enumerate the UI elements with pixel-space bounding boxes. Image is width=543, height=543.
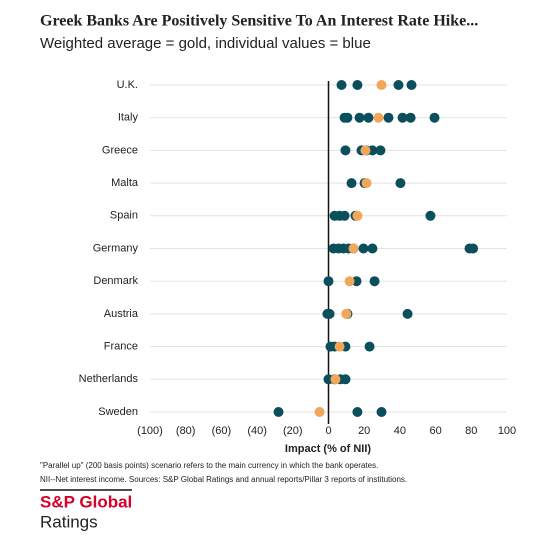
x-tick-label: 80 (465, 425, 477, 437)
x-tick-label: 0 (325, 425, 331, 437)
weighted-average-dot (348, 243, 359, 254)
individual-dot (323, 276, 334, 287)
individual-dot (367, 243, 378, 254)
category-label: Italy (118, 112, 139, 124)
category-label: Greece (102, 144, 138, 156)
individual-dot (364, 341, 375, 352)
individual-dot (340, 374, 351, 385)
category-label: Netherlands (79, 373, 139, 385)
individual-dot (383, 112, 394, 123)
category-label: Sweden (98, 406, 138, 418)
individual-dot (273, 407, 284, 417)
x-tick-label: (80) (176, 425, 196, 437)
individual-dot (397, 112, 408, 123)
individual-dot (351, 276, 362, 287)
individual-dot (429, 112, 440, 123)
weighted-average-dot (334, 341, 345, 352)
individual-dot (468, 243, 479, 254)
individual-dot (405, 112, 416, 123)
weighted-average-dot (314, 407, 325, 417)
individual-dot (406, 80, 417, 90)
weighted-average-dot (330, 374, 341, 385)
individual-dot (367, 145, 378, 156)
weighted-average-dot (376, 80, 387, 90)
individual-dot (342, 112, 353, 123)
individual-dot (346, 178, 357, 189)
x-axis-label: Impact (% of NII) (285, 443, 372, 455)
x-tick-label: 60 (429, 425, 441, 437)
individual-dot (402, 308, 413, 319)
weighted-average-dot (341, 308, 352, 319)
category-label: U.K. (117, 79, 138, 91)
category-label: Austria (104, 308, 139, 320)
weighted-average-dot (361, 178, 372, 189)
chart-title: Greek Banks Are Positively Sensitive To … (40, 13, 478, 30)
individual-dot (358, 243, 369, 254)
chart-subtitle: Weighted average = gold, individual valu… (40, 35, 371, 52)
individual-dot (340, 145, 351, 156)
category-label: Spain (110, 210, 138, 222)
individual-dot (375, 145, 386, 156)
individual-dot (324, 308, 335, 319)
x-tick-label: (20) (283, 425, 303, 437)
weighted-average-dot (344, 276, 355, 287)
weighted-average-dot (360, 145, 371, 156)
individual-dot (395, 178, 406, 189)
footnote: "Parallel up" (200 basis points) scenari… (40, 461, 378, 470)
logo: S&P Global (40, 492, 132, 511)
footnote: NII--Net interest income. Sources: S&P G… (40, 475, 407, 484)
individual-dot (369, 276, 380, 287)
x-tick-label: (60) (212, 425, 232, 437)
x-tick-label: 20 (358, 425, 370, 437)
individual-dot (352, 80, 363, 90)
x-tick-label: 100 (498, 425, 516, 437)
individual-dot (425, 210, 436, 221)
individual-dot (339, 210, 350, 221)
individual-dot (352, 407, 363, 417)
weighted-average-dot (373, 112, 384, 123)
weighted-average-dot (352, 210, 363, 221)
individual-dot (376, 407, 387, 417)
x-tick-label: 40 (394, 425, 406, 437)
individual-dot (354, 112, 365, 123)
x-tick-label: (40) (247, 425, 267, 437)
individual-dot (336, 80, 347, 90)
individual-dot (363, 112, 374, 123)
individual-dot (393, 80, 404, 90)
category-label: Germany (93, 242, 139, 254)
category-label: Denmark (93, 275, 138, 287)
category-label: France (104, 341, 138, 353)
logo: Ratings (40, 512, 98, 531)
category-label: Malta (111, 177, 139, 189)
x-tick-label: (100) (137, 425, 163, 437)
